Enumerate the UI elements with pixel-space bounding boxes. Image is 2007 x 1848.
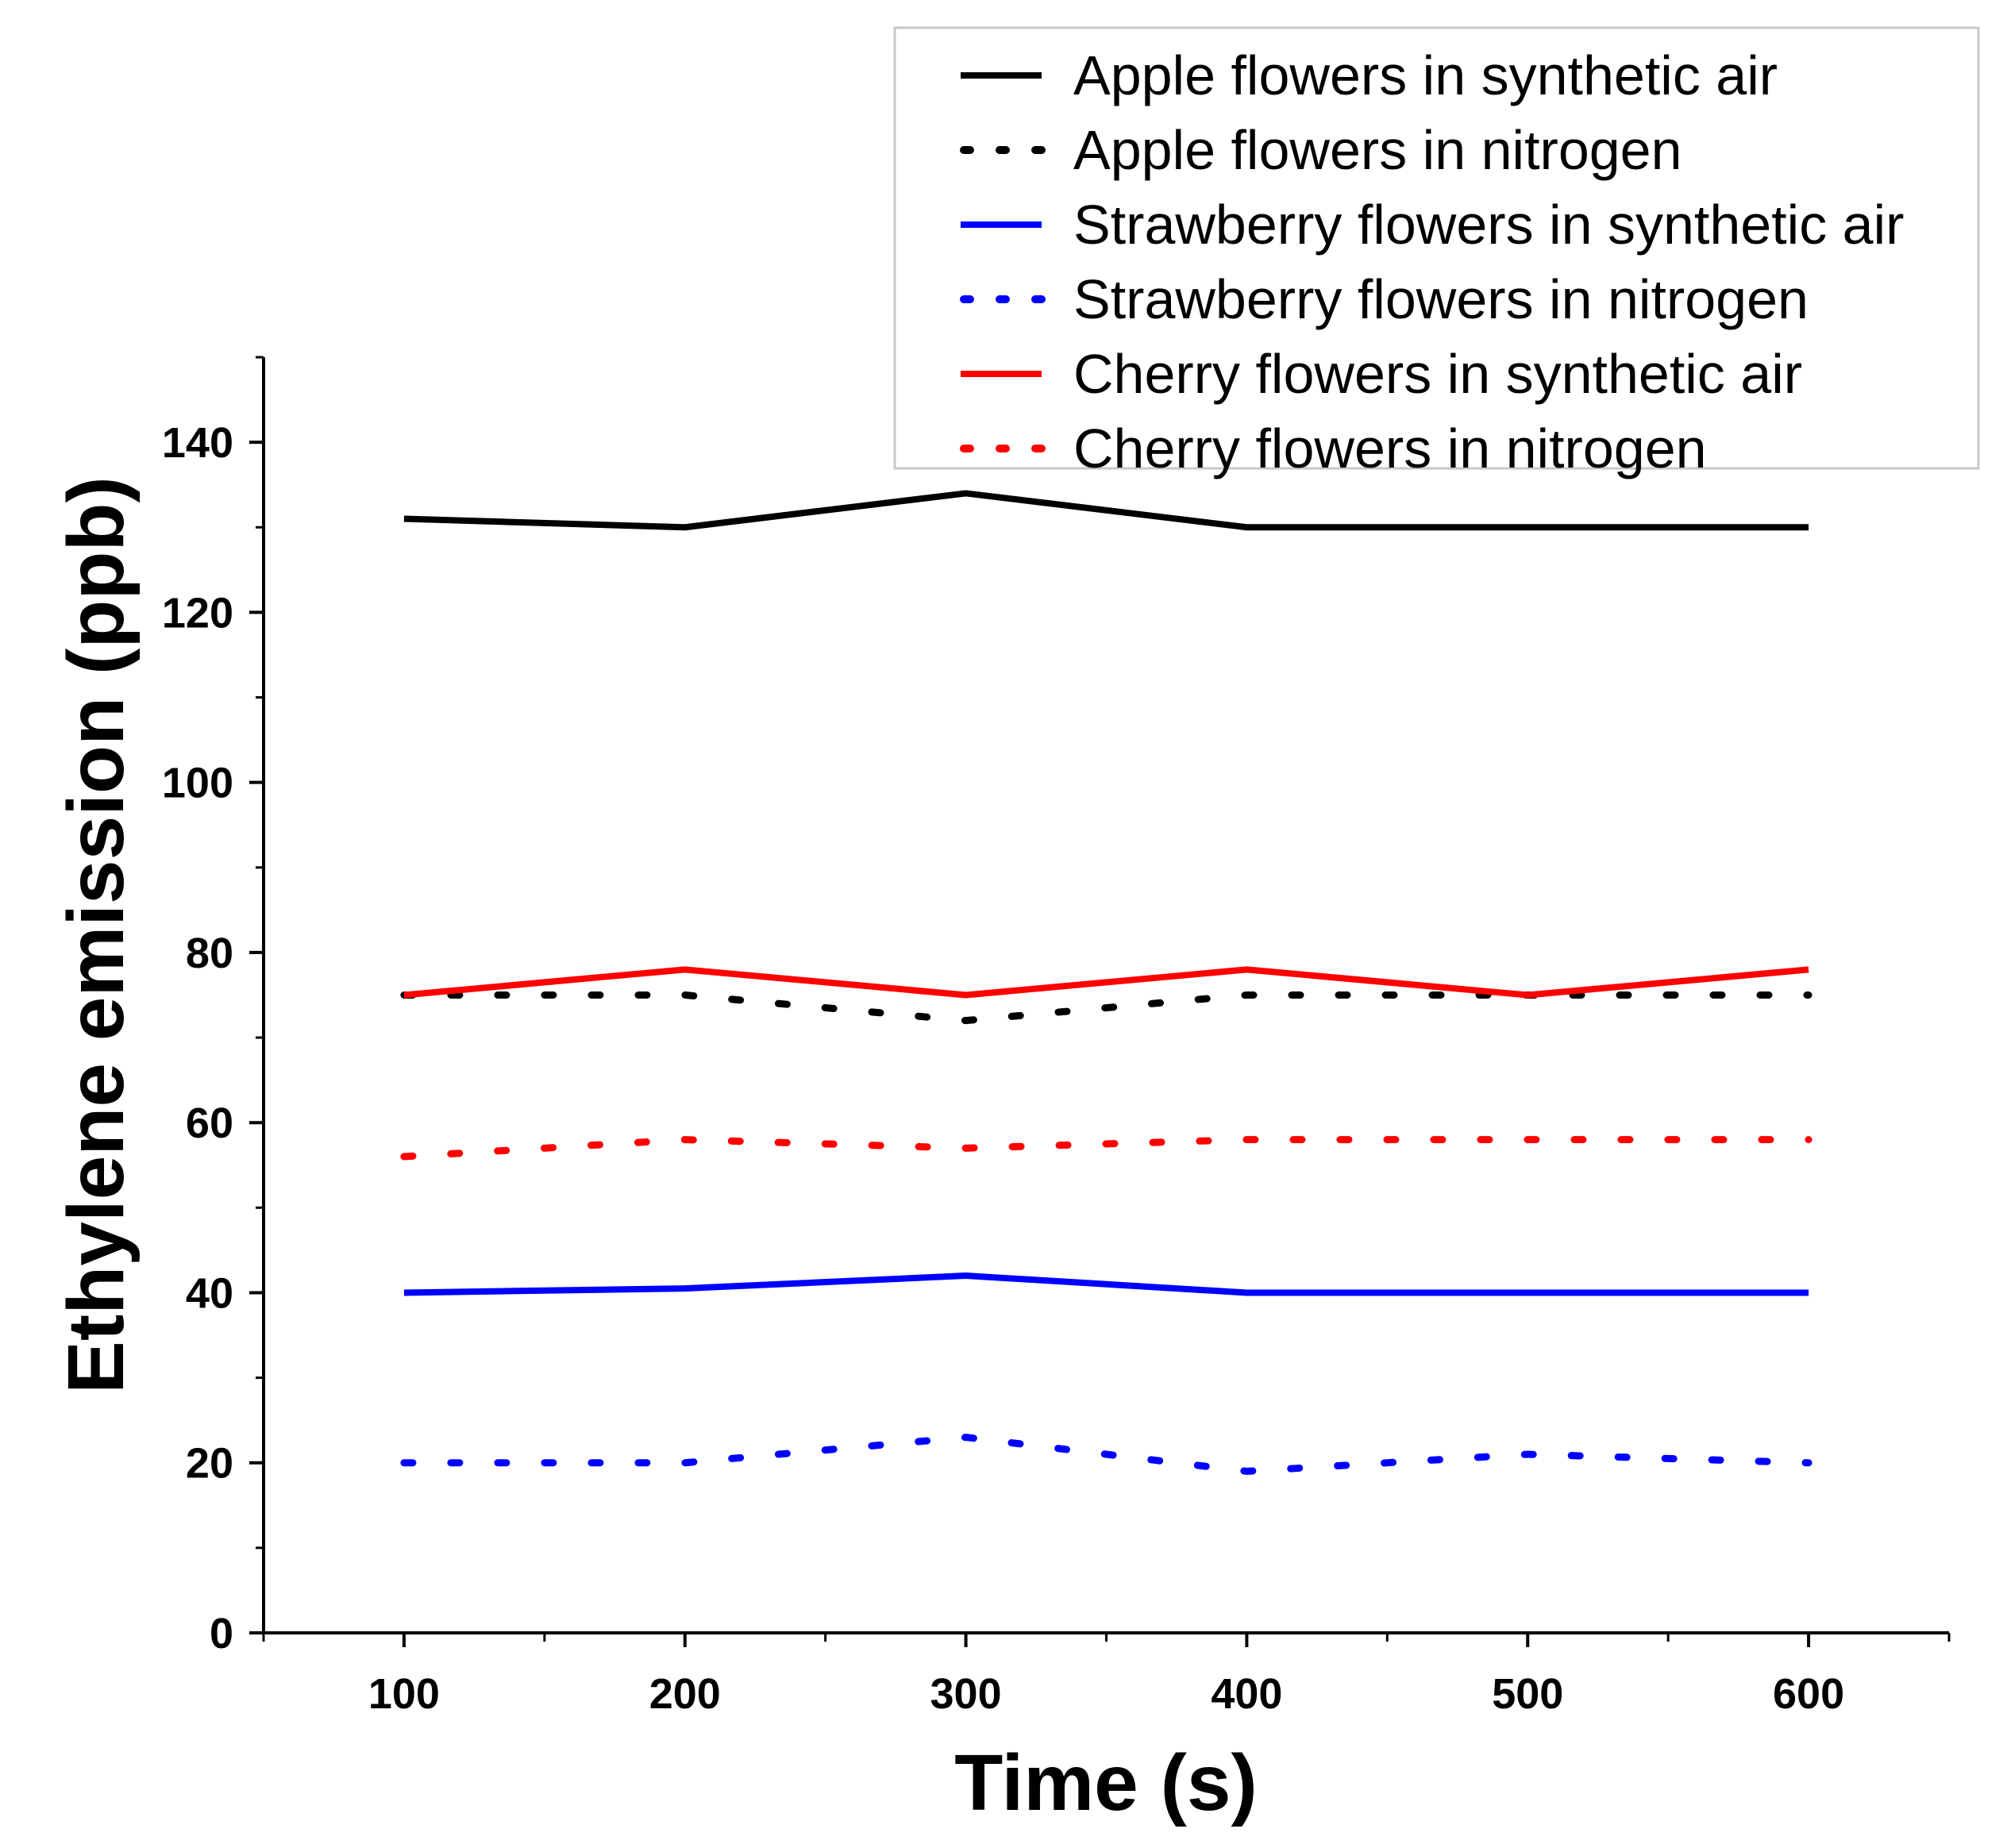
axes: 0 20 40 60 80 100 120 140 100 200 300 400 500 600 <box>162 356 1951 1718</box>
y-tick-label: 100 <box>162 760 233 807</box>
y-axis-title: Ethylene emission (ppb) <box>52 476 141 1394</box>
x-axis-title: Time (s) <box>954 1738 1258 1827</box>
x-tick-label: 200 <box>649 1670 721 1718</box>
x-tick-label: 500 <box>1492 1670 1563 1718</box>
y-tick-label: 120 <box>162 589 233 637</box>
y-tick-label: 20 <box>186 1440 233 1488</box>
series-line-strawberry-flowers-in-synthetic-air <box>403 1272 1809 1296</box>
legend: Apple flowers in synthetic air Apple flow… <box>893 26 1980 479</box>
y-tick-label: 80 <box>186 930 233 977</box>
legend-label: Apple flowers in synthetic air <box>1073 44 1778 106</box>
x-tick-label: 400 <box>1211 1670 1282 1718</box>
series-line-apple-flowers-in-nitrogen <box>400 991 1812 1025</box>
legend-box <box>893 26 1980 470</box>
series-line-apple-flowers-in-synthetic-air <box>403 490 1809 531</box>
series-line-strawberry-flowers-in-nitrogen <box>400 1434 1812 1475</box>
series-line-cherry-flowers-in-synthetic-air <box>403 966 1809 999</box>
y-tick-label: 0 <box>210 1610 233 1657</box>
series-line-cherry-flowers-in-nitrogen <box>400 1136 1812 1161</box>
series-layer <box>400 490 1812 1475</box>
legend-label: Strawberry flowers in nitrogen <box>1073 268 1809 330</box>
x-tick-label: 300 <box>930 1670 1002 1718</box>
x-tick-label: 600 <box>1773 1670 1844 1718</box>
y-tick-label: 60 <box>186 1099 233 1147</box>
y-tick-label: 40 <box>186 1269 233 1317</box>
legend-label: Strawberry flowers in synthetic air <box>1073 194 1904 256</box>
y-tick-label: 140 <box>162 419 233 467</box>
legend-label: Cherry flowers in synthetic air <box>1073 343 1802 405</box>
x-tick-label: 100 <box>368 1670 440 1718</box>
legend-label: Apple flowers in nitrogen <box>1073 119 1682 181</box>
legend-label: Cherry flowers in nitrogen <box>1073 418 1707 479</box>
